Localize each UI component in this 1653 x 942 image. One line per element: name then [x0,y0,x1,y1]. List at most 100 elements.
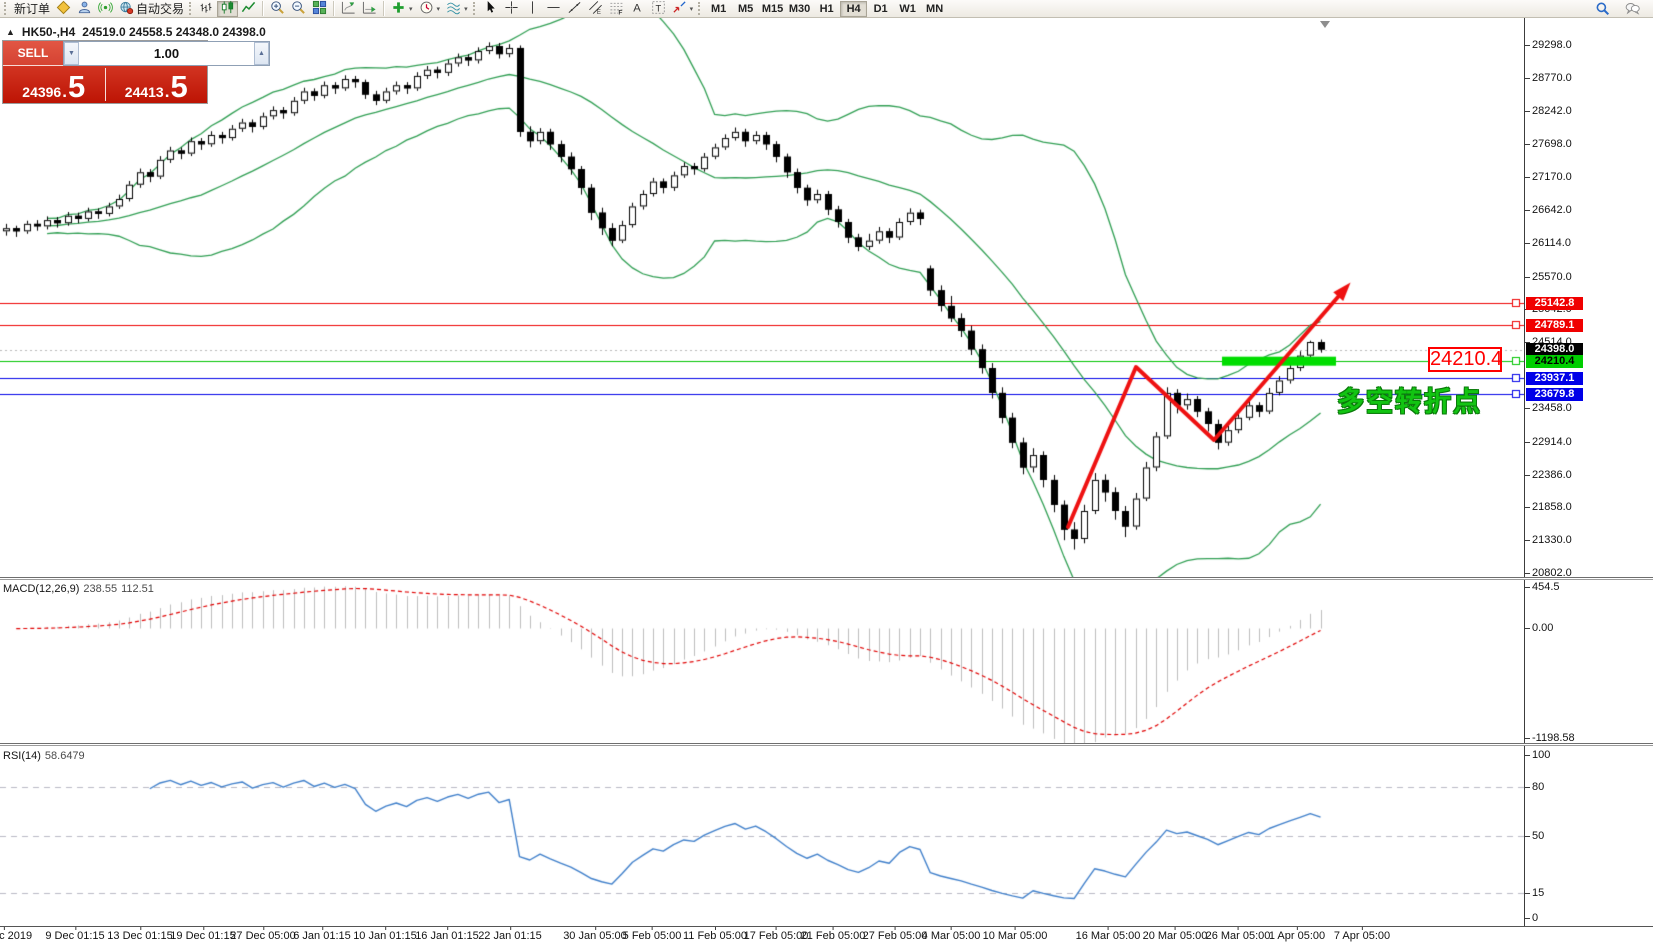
autotrading-button[interactable]: 自动交易 [116,1,187,17]
fibonacci-tool[interactable]: F [606,1,627,17]
buy-price[interactable]: 24413. 5 [124,69,188,104]
trendline-tool[interactable] [564,1,585,17]
timeframe-m1[interactable]: M1 [705,1,732,17]
new-order-button[interactable]: 新订单 [11,1,53,17]
indicators-button[interactable]: ▾ [388,1,416,17]
price-tag: 25142.8 [1526,296,1583,310]
toolbar-grip [698,2,701,15]
line-chart-mode-icon[interactable] [238,1,259,17]
price-tick: 26642.0 [1525,204,1572,217]
time-label: 19 Dec 01:15 [170,927,236,942]
zoom-in-icon[interactable] [267,0,288,17]
cursor-tool[interactable] [480,0,501,18]
horizontal-line-tool[interactable] [543,1,564,17]
price-annotation-box[interactable]: 24210.4 [1428,347,1503,372]
volume-increase-button[interactable]: ▲ [254,42,269,65]
rsi-axis-tick: 50 [1524,830,1545,843]
toolbar-separator [333,1,336,16]
macd-pane-separator[interactable] [0,577,1653,580]
cn-annotation-text[interactable]: 多空转折点 [1337,387,1482,417]
market-watch-icon[interactable] [53,0,74,17]
timeframe-h4[interactable]: H4 [840,0,868,17]
templates-button[interactable]: ▾ [443,1,471,17]
equidistant-channel-tool[interactable]: E [585,0,606,17]
timeframe-m5[interactable]: M5 [732,1,759,17]
vertical-line-tool[interactable] [522,0,543,17]
shapes-icon [672,0,687,18]
auto-scroll-icon[interactable] [359,1,380,17]
buy-button[interactable]: BUY [270,41,330,66]
price-chart-canvas[interactable] [0,18,1524,578]
time-label: 17 Feb 05:00 [743,927,809,942]
volume-input[interactable] [79,42,254,65]
time-label: 20 Mar 05:00 [1142,927,1208,942]
shapes-tool[interactable]: ▾ [669,0,697,18]
timeframe-m15[interactable]: M15 [759,1,786,17]
macd-pane-canvas[interactable] [0,581,1524,744]
autoscroll-icon [362,0,377,18]
toolbar-separator [383,1,386,16]
macd-label: MACD(12,26,9) 238.55 112.51 [3,583,154,595]
time-label: 7 Apr 05:00 [1333,927,1391,942]
sell-button[interactable]: SELL [3,41,63,66]
label-tool[interactable]: T [648,0,669,18]
template-icon [446,0,461,18]
profile-icon [77,0,92,18]
rsi-axis-tick: 15 [1524,887,1545,900]
price-tick: 27698.0 [1525,138,1572,151]
time-label: 16 Mar 05:00 [1075,927,1141,942]
symbol-period-label: HK50-,H4 [21,25,76,39]
time-label: 21 Feb 05:00 [800,927,866,942]
time-label: 6 Jan 01:15 [293,927,351,942]
volume-decrease-button[interactable]: ▼ [64,42,79,65]
time-label: 5 Feb 05:00 [622,927,682,942]
candlestick-mode-icon[interactable] [217,0,239,17]
rsi-axis-tick: 100 [1524,748,1551,761]
strategy-signal-icon[interactable] [95,1,116,17]
macd-axis-tick: -1198.58 [1525,731,1575,744]
time-label: 9 Dec 01:15 [45,927,105,942]
time-label: 16 Jan 01:15 [415,927,479,942]
cursor-icon [483,0,498,18]
toolbar-right-icons [1592,1,1651,17]
toolbar-grip [189,2,192,15]
timeframe-h1[interactable]: H1 [813,1,840,17]
price-tick: 28242.0 [1525,104,1572,117]
timeframe-w1[interactable]: W1 [894,1,921,17]
bar-chart-mode-icon[interactable] [196,1,217,17]
rsi-pane-separator[interactable] [0,743,1653,746]
clock-icon [419,0,434,18]
crosshair-icon [504,0,519,18]
chart-shift-icon[interactable] [338,1,359,17]
timeframe-m30[interactable]: M30 [786,1,813,17]
price-tag: 24789.1 [1526,318,1583,332]
time-label: 5 Dec 2019 [0,927,32,942]
chat-icon[interactable] [1622,1,1643,17]
price-tick: 21858.0 [1525,501,1572,514]
autotrading-button-label: 自动交易 [136,2,185,16]
rsi-axis-tick: 0 [1524,911,1539,924]
textT-icon: T [651,0,666,18]
rsi-pane-canvas[interactable] [0,747,1524,926]
price-tick: 29298.0 [1525,38,1572,51]
toolbar-separator [262,1,265,16]
search-icon[interactable] [1592,1,1613,17]
sell-price[interactable]: 24396. 5 [22,69,86,104]
time-label: 30 Jan 05:00 [563,927,627,942]
time-axis-line [0,926,1653,927]
periods-button[interactable]: ▾ [416,1,444,17]
data-window-icon[interactable] [74,1,95,17]
timeframe-d1[interactable]: D1 [867,1,894,17]
price-tick: 25570.0 [1525,270,1572,283]
zoom-out-icon[interactable] [288,0,309,17]
crosshair-tool[interactable] [501,0,522,18]
timeframe-mn[interactable]: MN [921,1,948,17]
text-tool[interactable]: A [627,1,648,17]
time-label: 27 Dec 05:00 [230,927,296,942]
one-click-trading-panel: SELL ▼ ▲ BUY 24396.5 24413.5 [2,40,330,104]
price-tag: 23937.1 [1526,371,1583,385]
shift-icon [341,0,356,18]
collapse-panel-icon[interactable]: ▲ [6,27,15,37]
tile-windows-icon[interactable] [309,0,330,17]
